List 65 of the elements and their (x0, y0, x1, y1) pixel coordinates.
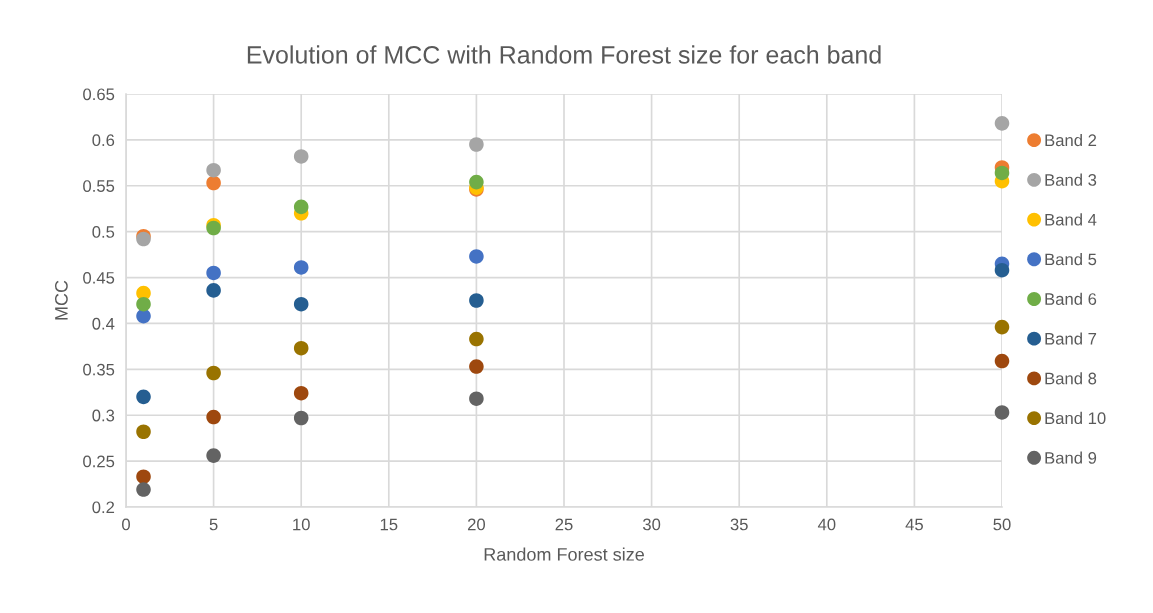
point (293, 260, 309, 275)
point (469, 331, 484, 347)
legend-label: Band 2 (1045, 133, 1097, 147)
legend-label: Band 8 (1045, 372, 1097, 385)
legend-label: Band 10 (1045, 411, 1106, 425)
x-tick-label: 0 (122, 518, 130, 531)
legend-label: Band 9 (1045, 451, 1097, 464)
legend-label: Band 4 (1045, 213, 1097, 226)
point (994, 165, 1010, 181)
point (136, 389, 151, 405)
point (206, 409, 221, 425)
y-tick-label: 0.6 (92, 134, 115, 147)
y-tick-label: 0.25 (83, 455, 115, 468)
point (206, 265, 221, 281)
legend-label: Band 3 (1045, 173, 1097, 186)
x-tick-label: 5 (209, 518, 218, 531)
point (469, 359, 484, 374)
point (994, 319, 1010, 335)
point (293, 410, 309, 426)
point (206, 283, 221, 298)
point (206, 175, 221, 191)
point (136, 296, 151, 312)
y-tick-label: 0.2 (92, 501, 115, 514)
point (994, 353, 1010, 369)
legend-label: Band 6 (1045, 292, 1097, 305)
point (293, 340, 309, 356)
point (469, 137, 484, 152)
y-axis-title: MCC (54, 280, 68, 320)
x-tick-label: 10 (293, 518, 310, 531)
point (469, 293, 484, 308)
y-tick-label: 0.3 (92, 409, 115, 422)
y-tick-label: 0.55 (83, 180, 115, 192)
legend-label: Band 7 (1045, 332, 1097, 345)
point (994, 405, 1010, 420)
point (293, 149, 309, 164)
y-tick-label: 0.35 (83, 363, 115, 376)
x-tick-label: 45 (905, 518, 923, 531)
x-tick-label: 35 (730, 518, 748, 531)
y-tick-label: 0.4 (92, 317, 115, 330)
x-tick-label: 15 (380, 518, 398, 531)
point (136, 424, 151, 440)
point (136, 482, 151, 497)
x-tick-label: 50 (993, 518, 1011, 531)
y-tick-label: 0.65 (83, 88, 115, 101)
y-tick-label: 0.5 (92, 226, 115, 238)
point (469, 391, 484, 406)
point (994, 116, 1010, 131)
point (293, 385, 309, 401)
point (206, 365, 221, 381)
point (469, 249, 484, 264)
point (293, 296, 309, 312)
chart-title: Evolution of MCC with Random Forest size for each band (247, 45, 881, 64)
y-tick-label: 0.45 (83, 271, 115, 284)
x-axis-title: Random Forest size (484, 547, 644, 561)
x-tick-label: 25 (555, 518, 573, 531)
point (994, 262, 1010, 278)
point (206, 448, 221, 463)
point (136, 469, 151, 484)
x-tick-label: 30 (642, 518, 661, 531)
legend-label: Band 5 (1045, 253, 1097, 266)
point (206, 162, 221, 178)
point (469, 174, 484, 190)
point (293, 199, 309, 215)
x-tick-label: 20 (467, 518, 486, 531)
x-tick-label: 40 (817, 518, 836, 531)
